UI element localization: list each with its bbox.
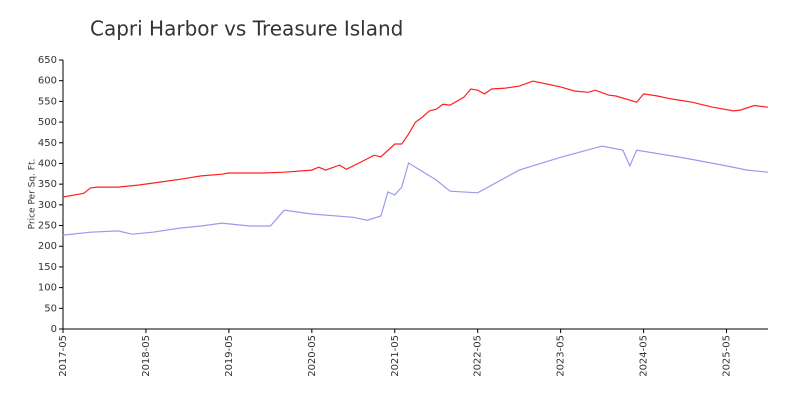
x-tick-label: 2025-05 xyxy=(722,335,733,377)
y-tick-label: 50 xyxy=(44,303,57,314)
x-tick-label: 2024-05 xyxy=(639,335,650,377)
y-tick-label: 400 xyxy=(38,158,57,169)
x-tick-label: 2018-05 xyxy=(141,335,152,377)
y-tick-label: 0 xyxy=(51,324,57,335)
series-line xyxy=(62,145,769,236)
x-tick-label: 2017-05 xyxy=(58,335,69,377)
series-line xyxy=(62,80,769,198)
y-tick-label: 500 xyxy=(38,117,57,128)
y-tick-label: 250 xyxy=(38,221,57,232)
y-tick-label: 450 xyxy=(38,138,57,149)
y-tick-label: 550 xyxy=(38,96,57,107)
chart-title: Capri Harbor vs Treasure Island xyxy=(90,17,403,41)
x-tick-label: 2019-05 xyxy=(224,335,235,377)
y-tick-label: 100 xyxy=(38,283,57,294)
y-tick-label: 300 xyxy=(38,200,57,211)
y-tick-label: 200 xyxy=(38,241,57,252)
x-tick-label: 2023-05 xyxy=(556,335,567,377)
x-tick-label: 2021-05 xyxy=(390,335,401,377)
x-tick-label: 2020-05 xyxy=(307,335,318,377)
x-tick-label: 2022-05 xyxy=(473,335,484,377)
y-tick-label: 350 xyxy=(38,179,57,190)
y-tick-label: 650 xyxy=(38,55,57,66)
y-tick-label: 150 xyxy=(38,262,57,273)
y-axis-label: Price Per Sq. Ft. xyxy=(28,159,38,230)
y-tick-label: 600 xyxy=(38,76,57,87)
